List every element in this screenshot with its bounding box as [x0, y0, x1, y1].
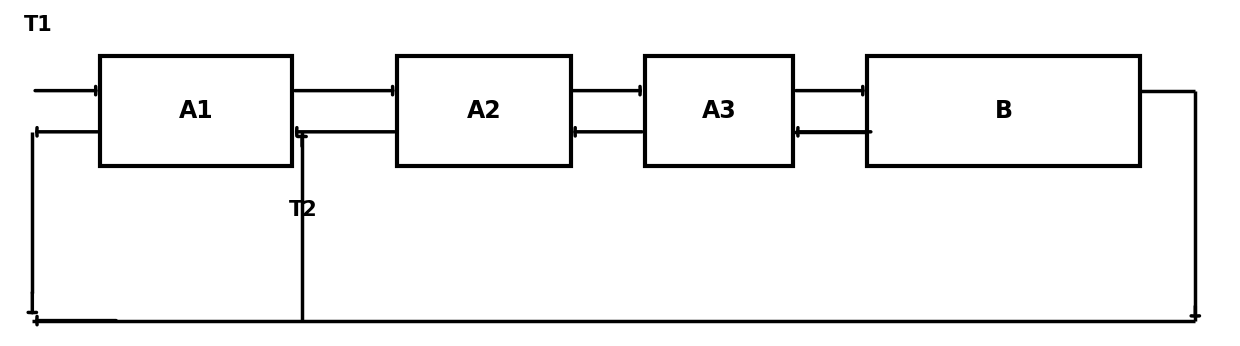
Text: A3: A3 — [702, 99, 737, 123]
Text: T2: T2 — [289, 200, 317, 220]
Bar — [645, 56, 794, 166]
Text: A1: A1 — [179, 99, 213, 123]
Text: A2: A2 — [466, 99, 501, 123]
Bar — [868, 56, 1140, 166]
Bar — [100, 56, 293, 166]
Bar — [397, 56, 570, 166]
Text: B: B — [994, 99, 1013, 123]
Text: T1: T1 — [24, 15, 52, 35]
